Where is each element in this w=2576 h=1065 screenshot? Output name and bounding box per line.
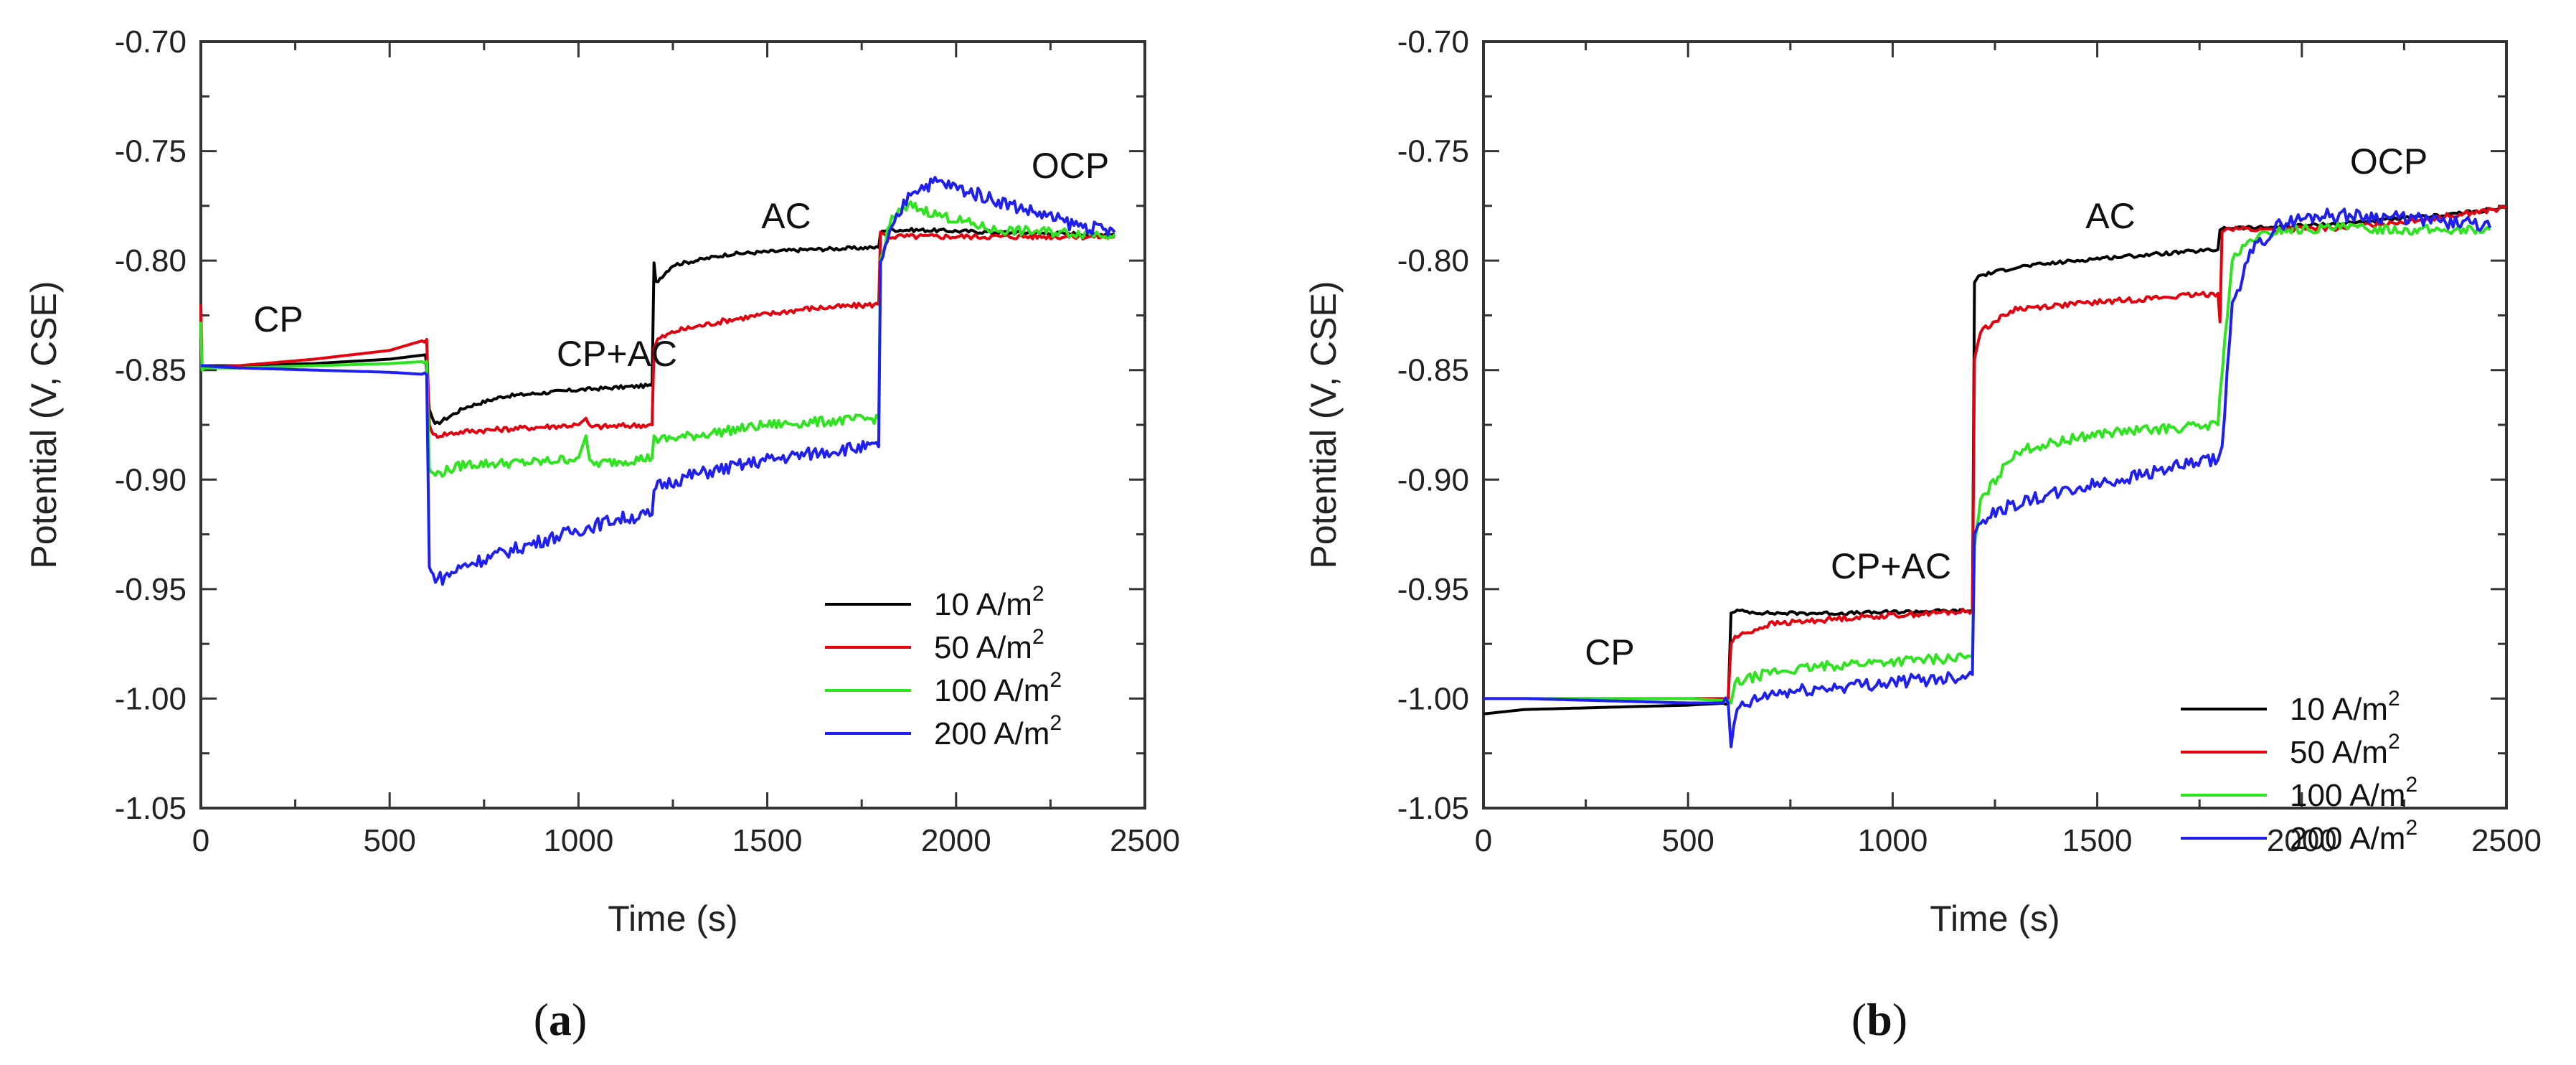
series-line-10-a-m — [201, 227, 1115, 426]
x-tick-label: 500 — [363, 823, 415, 858]
phase-annotations: CP CP+AC AC OCP — [253, 146, 1109, 374]
panel-label: (b) — [1851, 994, 1907, 1045]
y-tick-label: -0.75 — [115, 134, 187, 169]
legend-superscript: 2 — [1032, 625, 1044, 649]
legend-entry-label: 100 A/m2 — [2290, 773, 2417, 813]
x-tick-label: 0 — [192, 823, 209, 858]
annotation-ocp: OCP — [2350, 141, 2428, 182]
legend-superscript: 2 — [2388, 730, 2400, 754]
y-tick-label: -0.85 — [1397, 353, 1469, 388]
y-tick-label: -0.90 — [115, 462, 187, 497]
y-tick-label: -0.85 — [115, 353, 187, 388]
panel-label-open: ( — [534, 994, 549, 1045]
y-tick-label: -1.05 — [115, 791, 187, 826]
y-tick-label: -0.70 — [115, 24, 187, 60]
x-tick-label: 1000 — [543, 823, 613, 858]
y-tick-label: -0.95 — [1397, 572, 1469, 607]
annotation-cp: CP — [1585, 632, 1634, 672]
phase-annotations: CP CP+AC AC OCP — [1585, 141, 2428, 672]
legend-superscript: 2 — [2388, 687, 2400, 710]
legend-superscript: 2 — [1049, 711, 1062, 735]
panel-label-close: ) — [1892, 994, 1907, 1045]
y-tick-label: -0.80 — [1397, 243, 1469, 278]
x-axis-title: Time (s) — [608, 899, 737, 939]
tick-labels: 0 500 1000 1500 2000 2500 -0.70 -0.75 -0.80 -0.85… — [115, 24, 1180, 858]
series-line-200-a-m — [200, 176, 1116, 586]
y-tick-label: -1.00 — [1397, 681, 1469, 716]
series-line-50-a-m — [1483, 205, 2507, 701]
y-tick-label: -0.80 — [115, 243, 187, 278]
annotation-ocp: OCP — [1032, 146, 1109, 186]
legend-entry-label: 50 A/m2 — [934, 625, 1044, 665]
panel-b-chart: 0 500 1000 1500 2000 2500 -0.70 -0.75 -0.80 -0.85… — [1303, 24, 2542, 1045]
panel-label-letter: b — [1867, 994, 1892, 1045]
series-lines — [1483, 205, 2507, 749]
y-tick-label: -0.95 — [115, 572, 187, 607]
x-tick-label: 2000 — [921, 823, 991, 858]
x-tick-label: 1500 — [2062, 823, 2133, 858]
legend-superscript: 2 — [1049, 668, 1062, 692]
panel-label-letter: a — [549, 994, 572, 1045]
tick-marks — [199, 40, 1146, 810]
panel-label-open: ( — [1851, 994, 1867, 1045]
series-line-50-a-m — [199, 230, 1115, 439]
tick-marks — [1482, 40, 2508, 810]
legend-entry-label: 200 A/m2 — [934, 711, 1062, 751]
series-line-10-a-m — [1483, 205, 2507, 716]
x-tick-label: 1000 — [1857, 823, 1928, 858]
x-tick-label: 1500 — [732, 823, 803, 858]
legend-entry-label: 200 A/m2 — [2290, 816, 2417, 856]
legend-superscript: 2 — [2405, 773, 2417, 797]
legend-superscript: 2 — [2405, 816, 2417, 840]
panel-a-chart: 0 500 1000 1500 2000 2500 -0.70 -0.75 -0.80 -0.85… — [24, 24, 1180, 1045]
x-axis-title: Time (s) — [1930, 899, 2060, 939]
legend-entry-label: 10 A/m2 — [2290, 687, 2400, 727]
series-lines — [199, 176, 1116, 586]
y-tick-label: -0.90 — [1397, 462, 1469, 497]
annotation-cp: CP — [253, 299, 303, 339]
x-tick-label: 2000 — [2267, 823, 2337, 858]
annotation-ac: AC — [761, 196, 811, 236]
y-tick-label: -1.00 — [115, 681, 187, 716]
legend-entry-label: 100 A/m2 — [934, 668, 1062, 708]
y-axis-title: Potential (V, CSE) — [24, 281, 64, 568]
legend-entry-label: 10 A/m2 — [934, 582, 1044, 622]
series-line-100-a-m — [1483, 221, 2491, 705]
annotation-cp-plus-ac: CP+AC — [1831, 546, 1951, 586]
annotation-cp-plus-ac: CP+AC — [557, 334, 677, 374]
tick-labels: 0 500 1000 1500 2000 2500 -0.70 -0.75 -0.80 -0.85… — [1397, 24, 2542, 858]
y-tick-label: -1.05 — [1397, 791, 1469, 826]
x-tick-label: 500 — [1661, 823, 1714, 858]
panel-label-close: ) — [572, 994, 587, 1045]
series-line-200-a-m — [1483, 207, 2492, 749]
annotation-ac: AC — [2085, 196, 2135, 236]
y-tick-label: -0.75 — [1397, 134, 1469, 169]
legend-entry-label: 50 A/m2 — [2290, 730, 2400, 770]
x-tick-label: 2500 — [2471, 823, 2542, 858]
series-line-100-a-m — [199, 200, 1116, 478]
y-axis-title: Potential (V, CSE) — [1303, 281, 1344, 568]
legend-superscript: 2 — [1032, 582, 1044, 606]
y-tick-label: -0.70 — [1397, 24, 1469, 60]
x-tick-label: 2500 — [1110, 823, 1180, 858]
panel-label: (a) — [534, 994, 588, 1045]
x-tick-label: 0 — [1475, 823, 1492, 858]
